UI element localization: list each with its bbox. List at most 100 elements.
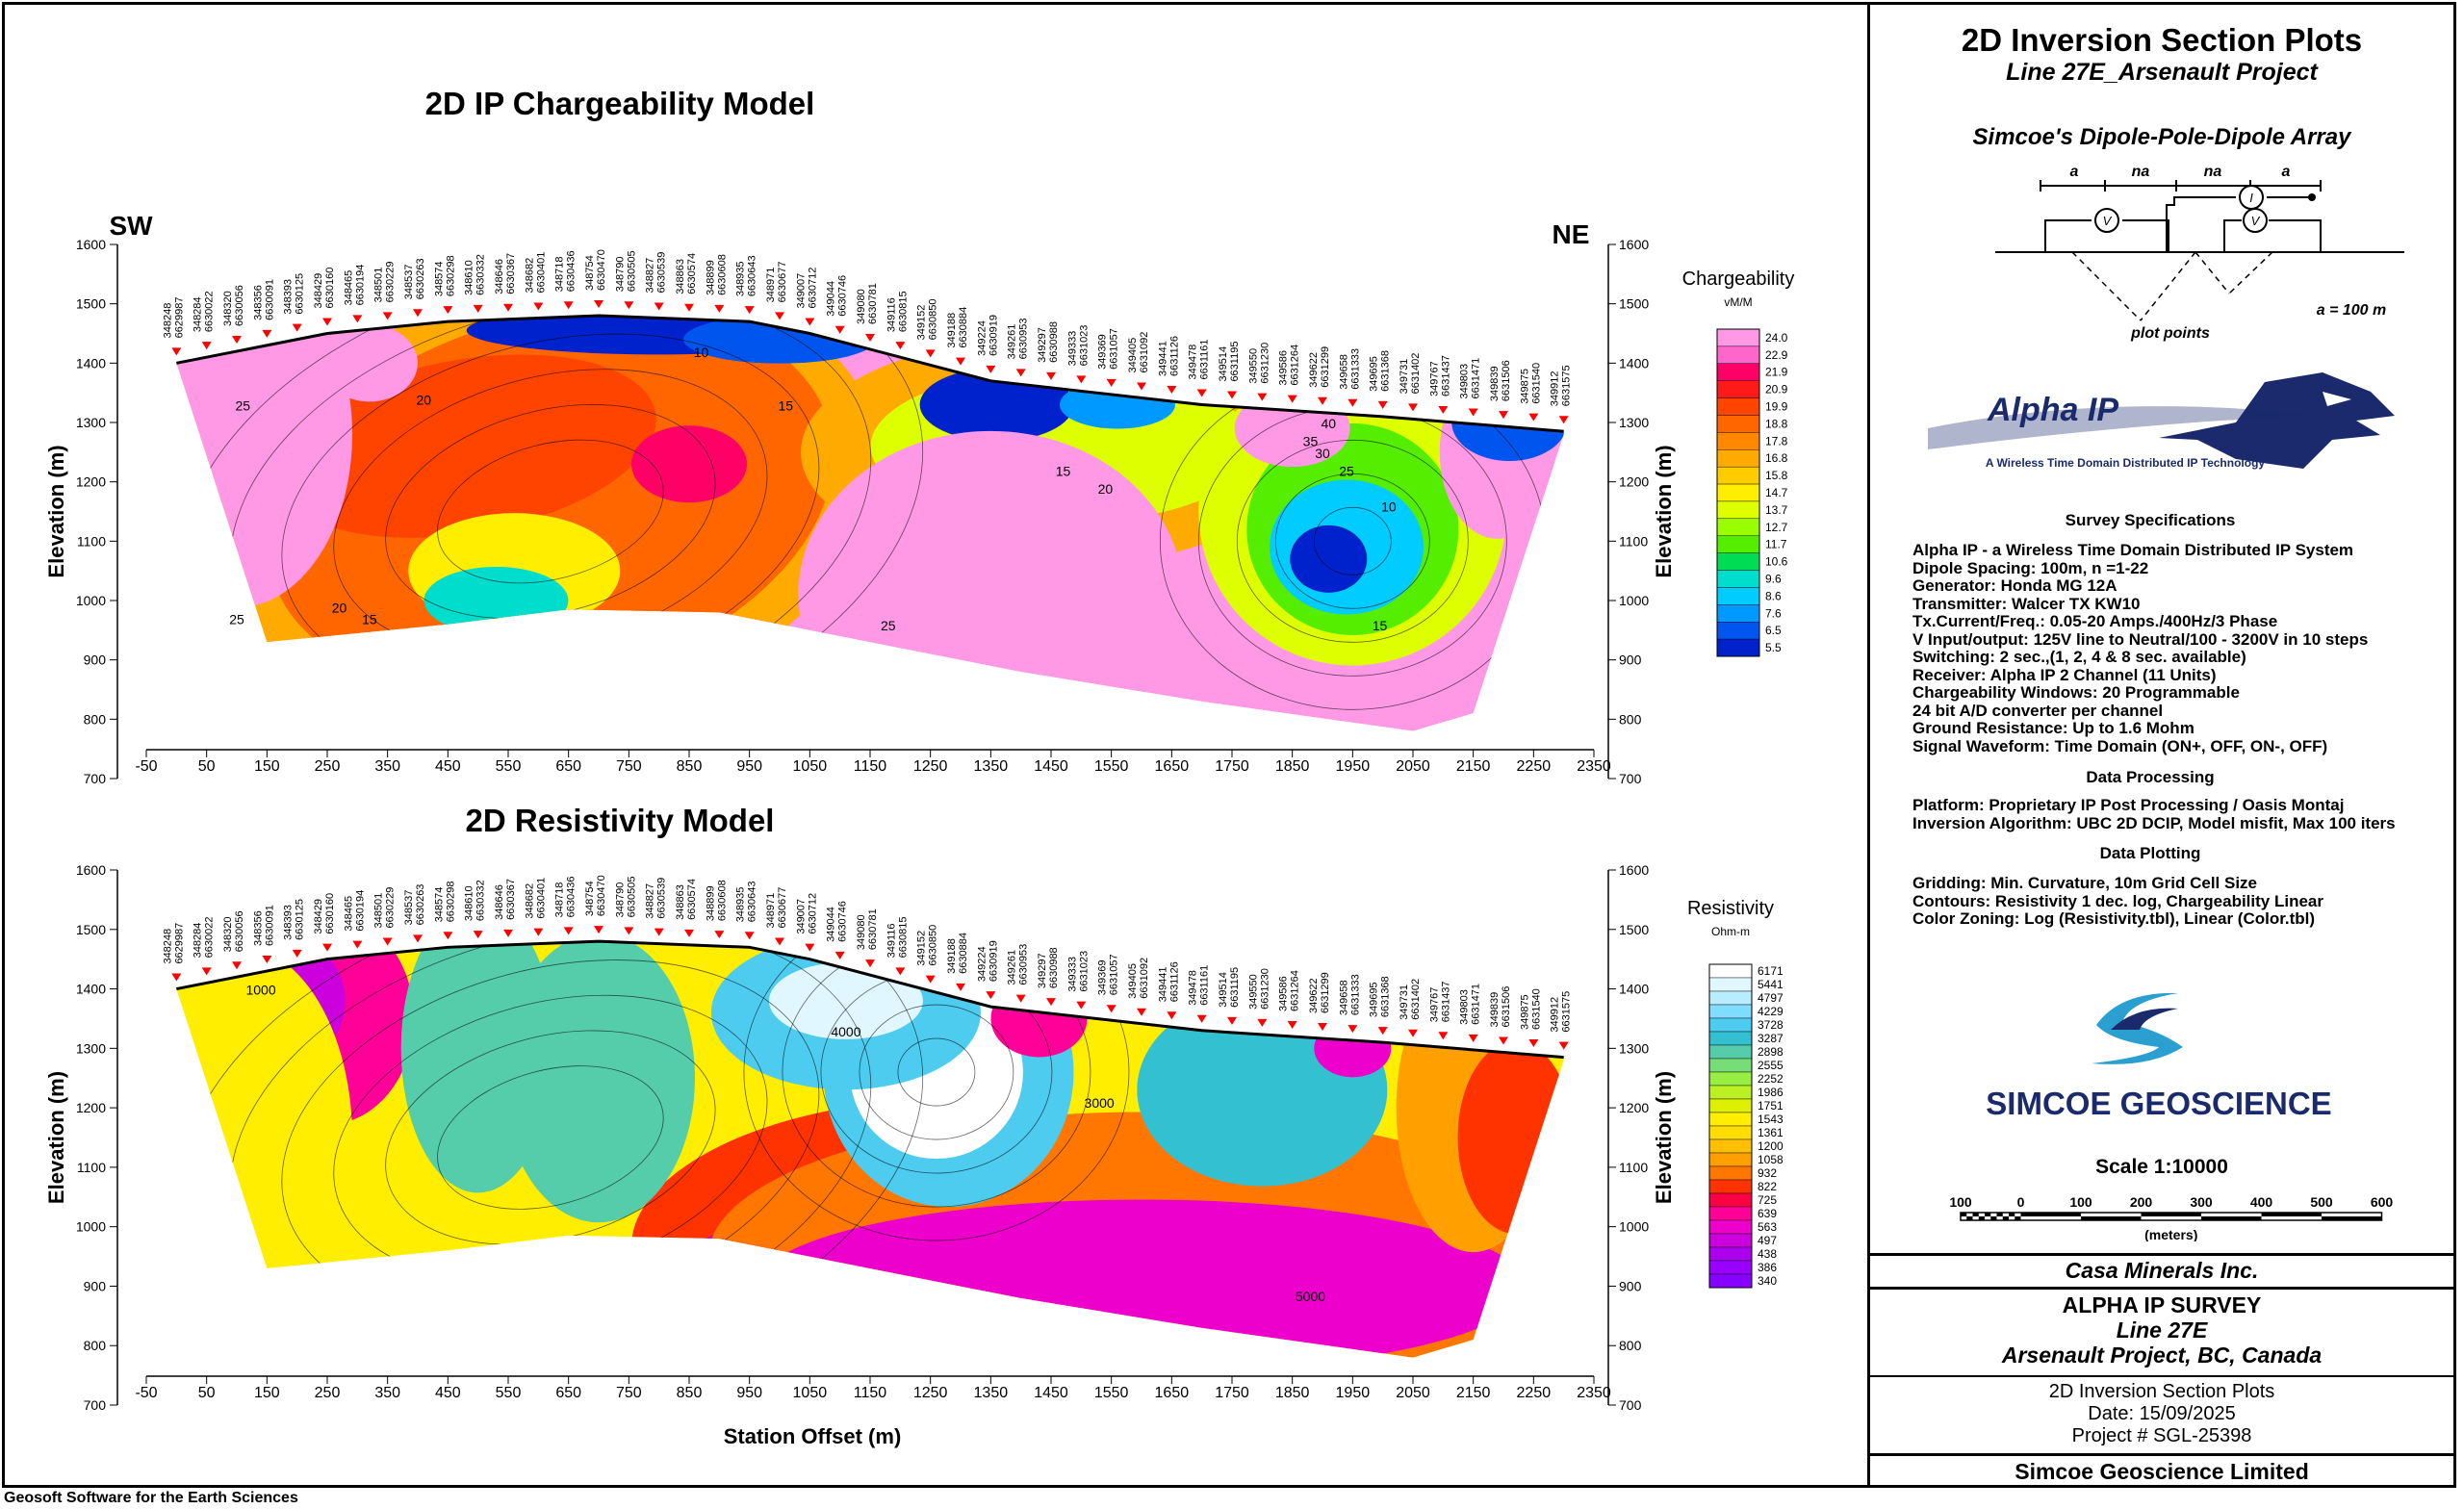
station-label: 6630677 (777, 262, 788, 303)
station-marker (956, 983, 965, 991)
station-marker (473, 931, 483, 939)
station-label: 6630056 (234, 910, 245, 952)
x-tick-label: 950 (736, 1385, 762, 1401)
station-label: 349080 (856, 914, 867, 950)
station-label: 6630643 (747, 255, 758, 296)
station-marker (503, 929, 513, 937)
client-name: Casa Minerals Inc. (2065, 1258, 2259, 1283)
y-axis-label-right: Elevation (m) (1652, 1071, 1676, 1204)
contour-label: 1000 (245, 983, 275, 998)
y-tick-label: 1400 (1619, 355, 1649, 371)
station-label: 348610 (464, 260, 475, 295)
panel-title: 2D Inversion Section Plots (1961, 22, 2363, 58)
station-marker (714, 931, 725, 939)
y-tick-label: 1300 (1619, 1040, 1649, 1056)
x-tick-label: 1950 (1336, 758, 1371, 775)
station-marker (352, 940, 363, 949)
station-marker (201, 967, 212, 976)
station-label: 348501 (373, 268, 385, 303)
company-rule (1870, 1453, 2453, 1456)
station-label: 348682 (524, 258, 535, 294)
contour-label: 20 (332, 600, 347, 615)
station-marker (1167, 1011, 1177, 1020)
station-label: 6630608 (716, 254, 728, 295)
station-marker (1227, 391, 1237, 399)
station-label: 6630677 (777, 887, 788, 929)
colorbar-tick-label: 4797 (1758, 991, 1784, 1005)
station-label: 349297 (1037, 327, 1048, 363)
colorbar-swatch (1708, 1044, 1753, 1060)
y-tick-label: 700 (1619, 1397, 1642, 1413)
x-tick-label: 1350 (974, 758, 1009, 775)
anomaly-low (424, 567, 569, 634)
contour-label: 4000 (831, 1024, 860, 1039)
data-plotting-list: Gridding: Min. Curvature, 10m Grid Cell … (1912, 874, 2451, 929)
survey-spec-line-4: Tx.Current/Freq.: 0.05-20 Amps./400Hz/3 … (1912, 612, 2278, 630)
scale-tick-label: 500 (2310, 1194, 2333, 1210)
contour-label: 15 (1056, 464, 1071, 479)
scale-bar-segment (2322, 1216, 2382, 1220)
survey-spec-line-2: Generator: Honda MG 12A (1912, 576, 2118, 595)
station-label: 6630332 (475, 254, 487, 295)
plot-type: 2D Inversion Section Plots (2048, 1381, 2275, 1402)
station-label: 6631506 (1501, 360, 1512, 401)
station-label: 348320 (222, 291, 234, 326)
contour-line (385, 404, 716, 619)
station-label: 6631057 (1109, 328, 1120, 370)
x-tick-label: -50 (135, 1385, 157, 1401)
station-marker (382, 312, 393, 320)
colorbar-tick-label: 822 (1758, 1180, 1777, 1193)
y-tick-label: 800 (1619, 1338, 1642, 1353)
station-label: 348646 (494, 259, 505, 294)
station-label: 348718 (554, 257, 566, 293)
station-label: 6631092 (1139, 332, 1150, 373)
scale-bar-segment (2141, 1213, 2201, 1216)
scale-tick-label: 400 (2250, 1194, 2273, 1210)
station-marker (865, 333, 875, 342)
station-label: 6631471 (1471, 358, 1482, 399)
station-label: 6631368 (1380, 350, 1392, 392)
station-label: 6631161 (1199, 339, 1211, 379)
y-tick-label: 1600 (76, 862, 106, 878)
station-label: 349875 (1519, 369, 1530, 404)
station-label: 6630298 (445, 255, 456, 296)
colorbar-tick-label: 6171 (1758, 964, 1784, 978)
colorbar-tick-label: 1361 (1758, 1126, 1784, 1139)
station-label: 348935 (735, 887, 747, 923)
colorbar-tick-label: 24.0 (1765, 331, 1788, 345)
simcoe-logo: SIMCOE GEOSCIENCE (1986, 992, 2332, 1121)
station-label: 348537 (403, 890, 415, 926)
colorbar-tick-label: 725 (1758, 1193, 1777, 1207)
colorbar-tick-label: 16.8 (1765, 451, 1788, 465)
station-label: 6631195 (1229, 342, 1241, 382)
line-name: Line 27E (2116, 1317, 2208, 1343)
y-tick-label: 1600 (76, 237, 106, 252)
contour-label: 25 (881, 618, 896, 633)
station-marker (171, 347, 182, 356)
station-label: 349007 (795, 899, 807, 934)
station-marker (1137, 1008, 1146, 1016)
survey-spec-line-8: Chargeability Windows: 20 Programmable (1912, 683, 2240, 702)
y-tick-label: 1200 (76, 474, 106, 490)
topography-line (176, 314, 1564, 433)
x-tick-label: 250 (315, 758, 341, 775)
contour-label: 20 (416, 393, 431, 408)
colorbar-swatch (1708, 1219, 1753, 1235)
x-tick-label: 2250 (1517, 1385, 1552, 1401)
station-label: 348899 (705, 885, 716, 921)
colorbar-tick-label: 2898 (1758, 1045, 1784, 1059)
station-marker (684, 303, 694, 312)
array-title: Simcoe's Dipole-Pole-Dipole Array (1972, 124, 2351, 150)
station-marker (744, 932, 755, 940)
y-axis-label: Elevation (m) (44, 445, 68, 577)
station-label: 348971 (765, 893, 777, 929)
station-label: 6631299 (1320, 972, 1331, 1013)
station-marker (594, 926, 603, 934)
station-label: 349441 (1157, 967, 1168, 1003)
x-tick-label: 1050 (793, 1385, 828, 1401)
x-tick-label: 1550 (1094, 1385, 1129, 1401)
station-label: 349405 (1127, 963, 1139, 999)
station-label: 348429 (313, 899, 324, 934)
panel-divider (1867, 2, 1870, 1488)
x-tick-label: 750 (616, 758, 642, 775)
